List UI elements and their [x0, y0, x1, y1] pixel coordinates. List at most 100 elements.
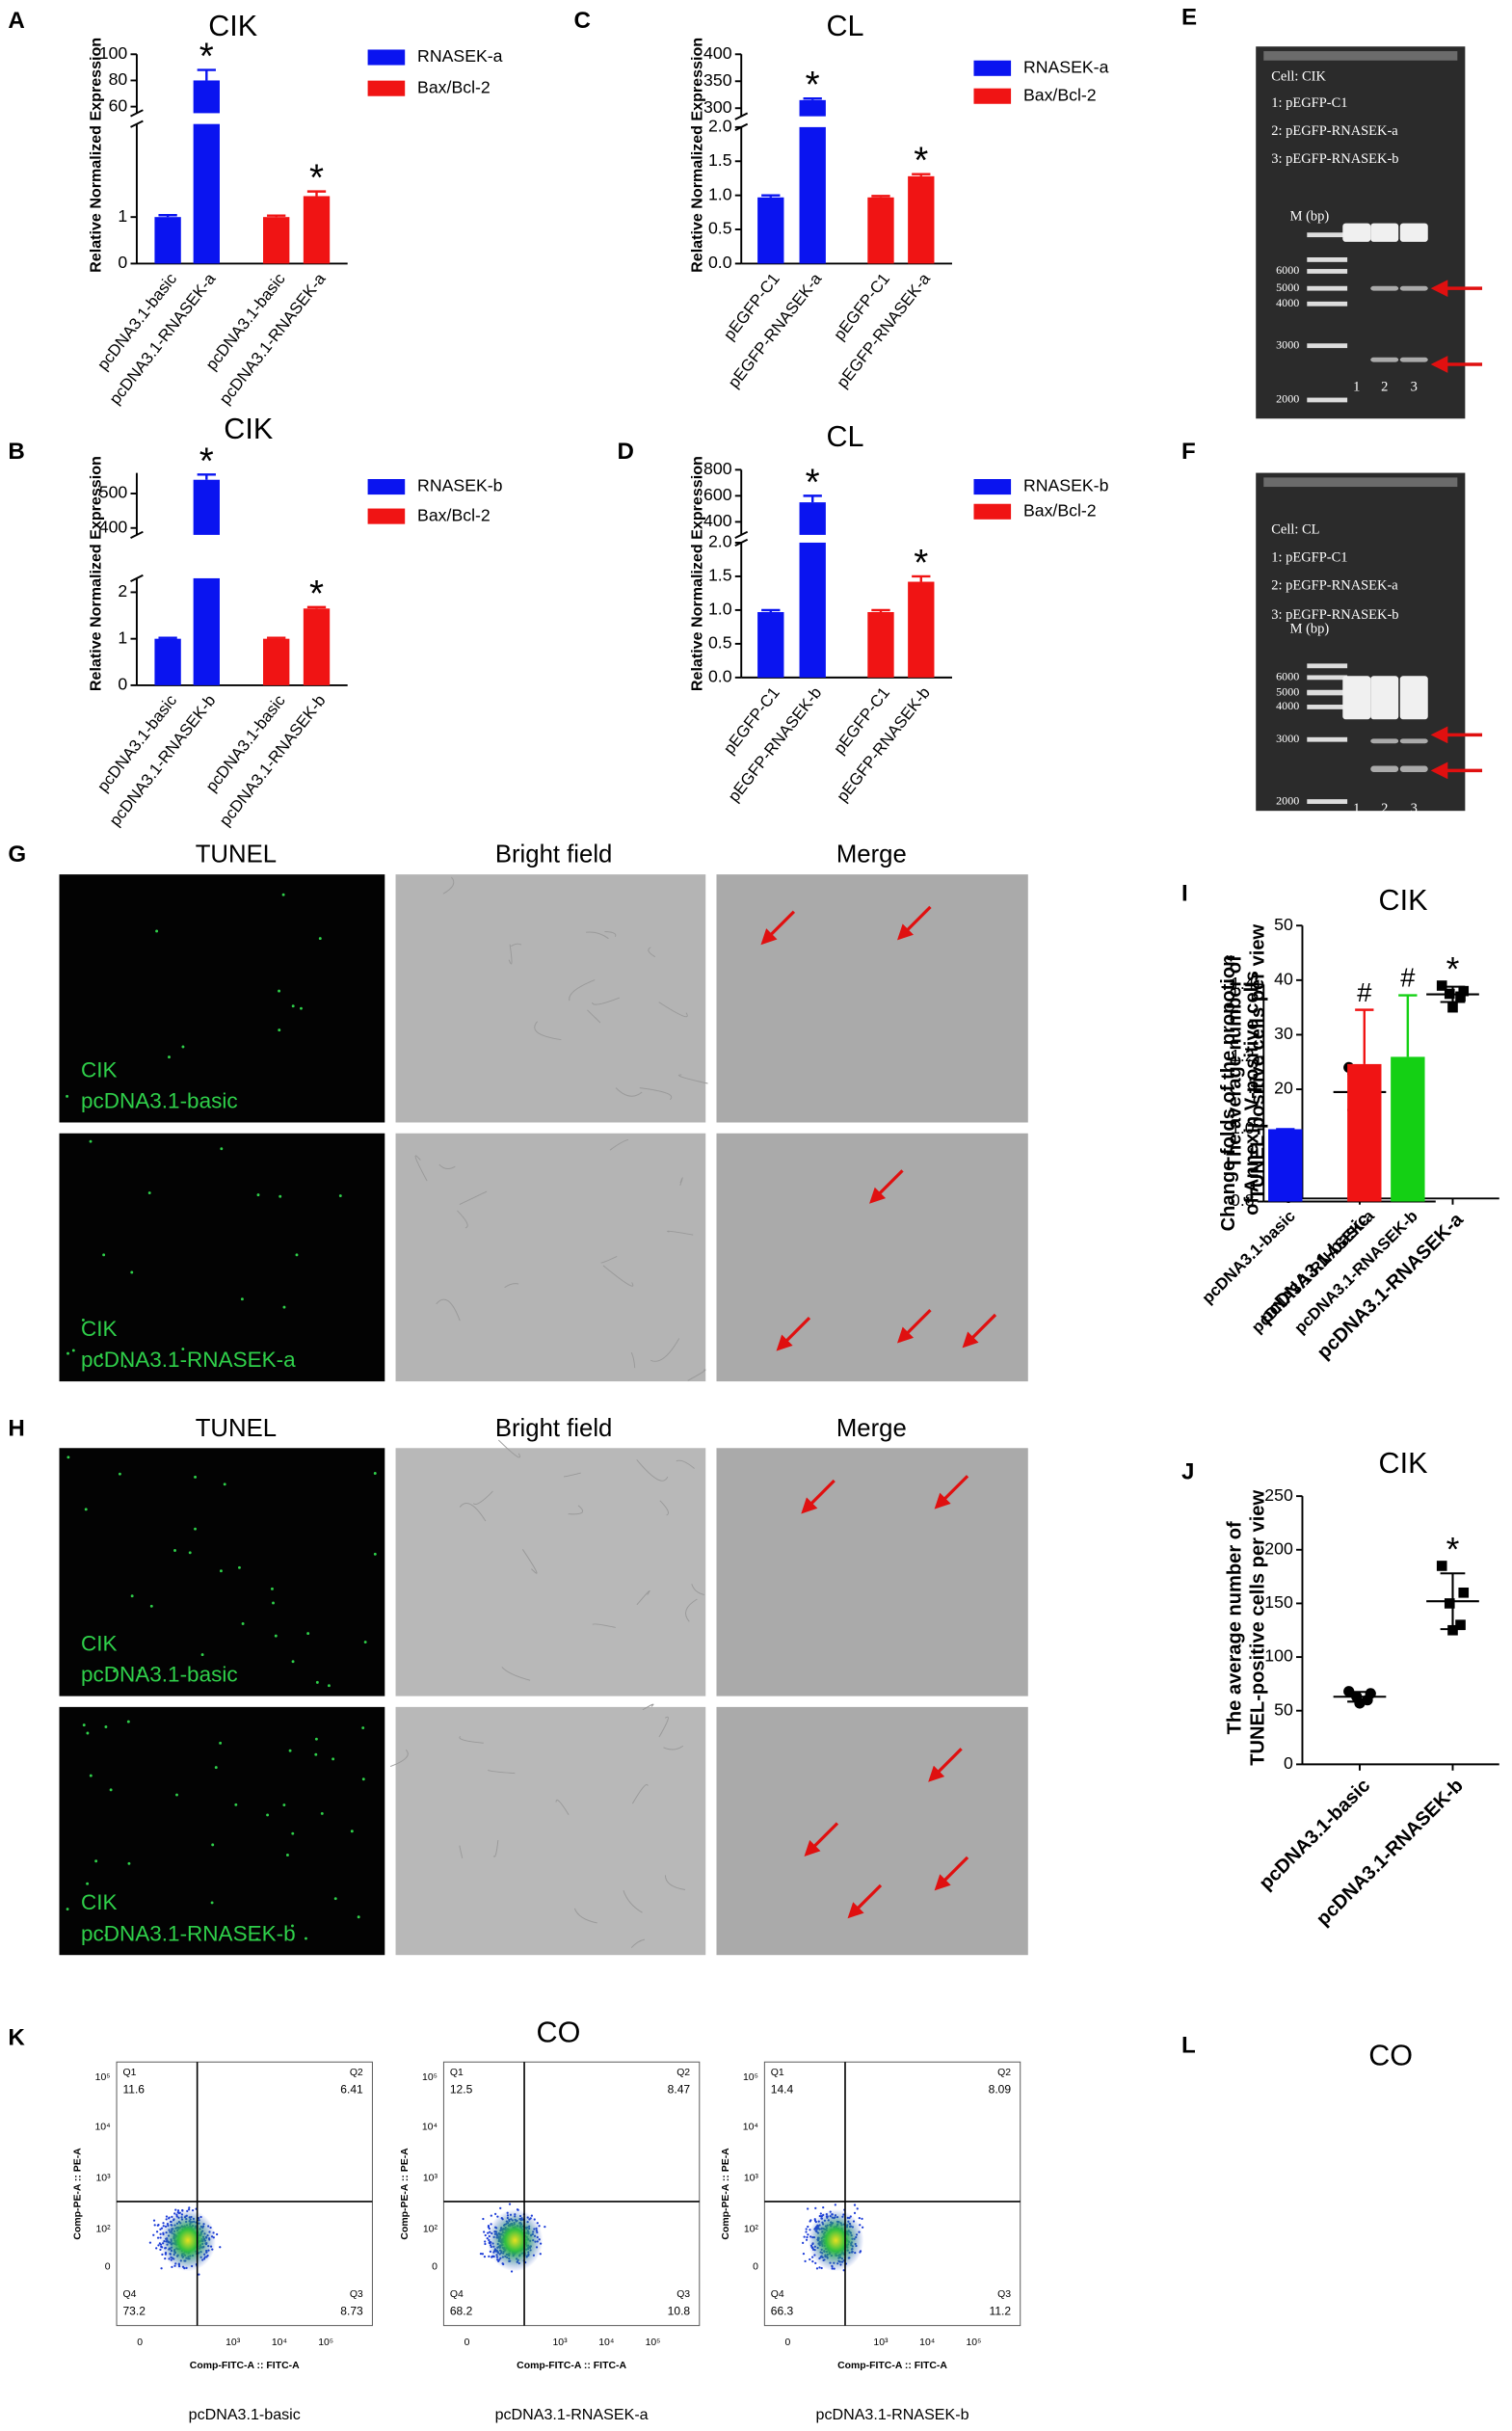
bar — [193, 80, 220, 114]
data-point — [1447, 1624, 1458, 1636]
fluorescent-cell — [66, 1094, 69, 1098]
y-tick-label: 350 — [703, 70, 732, 90]
plot-frame — [442, 2061, 701, 2327]
gel-band — [1399, 738, 1428, 744]
panel-letter: D — [618, 439, 634, 465]
y-tick-label: 80 — [109, 69, 128, 89]
cell-texture — [600, 1255, 618, 1264]
quadrant-value: 8.47 — [668, 2082, 691, 2096]
x-tick-label: 10⁴ — [919, 2338, 935, 2348]
y-tick-label: 10² — [423, 2225, 438, 2235]
event-dot — [219, 2246, 222, 2249]
arrow — [760, 910, 796, 946]
bar — [799, 502, 826, 535]
bar — [303, 608, 331, 685]
event-dot — [484, 2240, 487, 2243]
ladder-label: 5000 — [1276, 280, 1299, 294]
y-tick-label: 10⁵ — [743, 2072, 758, 2083]
cell-texture — [648, 947, 656, 958]
data-point — [1436, 1561, 1447, 1571]
fluorescent-cell — [263, 1353, 266, 1357]
fluorescent-cell — [282, 1803, 286, 1806]
y-tick-label: 0.0 — [708, 667, 732, 686]
cell-texture — [685, 1598, 698, 1622]
merge-image — [716, 1706, 1028, 1956]
y-tick-label: 1.0 — [1231, 1118, 1255, 1137]
fluorescent-cell — [291, 1660, 295, 1664]
sample-label: pcDNA3.1-basic — [81, 1089, 238, 1113]
cell-texture — [604, 931, 617, 938]
data-point — [1455, 991, 1466, 1002]
gel-text: Cell: CL — [1271, 521, 1319, 537]
fluorescent-cell — [240, 1297, 244, 1301]
bar — [799, 542, 826, 678]
sample-label: CIK — [81, 1890, 118, 1914]
gel-text: M (bp) — [1290, 209, 1330, 225]
lane-label: 2 — [1381, 801, 1388, 816]
y-tick-label: 10⁵ — [95, 2072, 111, 2083]
fluorescent-cell — [238, 1565, 241, 1569]
bar — [867, 197, 894, 264]
quadrant-value: 10.8 — [668, 2304, 691, 2317]
event-dot — [508, 2203, 512, 2205]
y-tick-label: 10⁴ — [422, 2123, 438, 2133]
ladder-label: 6000 — [1276, 263, 1299, 277]
panel-letter: E — [1181, 5, 1197, 31]
x-tick-label: 10⁴ — [598, 2338, 614, 2348]
legend-label: Bax/Bcl-2 — [1023, 85, 1097, 104]
y-tick-label: 800 — [703, 459, 732, 478]
cell-texture — [442, 876, 455, 895]
fluorescent-cell — [282, 1305, 286, 1309]
event-dot — [803, 2235, 806, 2238]
event-dot — [811, 2259, 814, 2263]
significance-mark: * — [806, 65, 820, 106]
fluorescent-cell — [104, 1934, 108, 1937]
gel-band — [1399, 285, 1428, 291]
event-dot — [484, 2233, 487, 2237]
event-dot — [215, 2232, 219, 2236]
x-axis-label: Comp-FITC-A :: FITC-A — [190, 2361, 300, 2371]
y-tick-label: 2.0 — [708, 117, 732, 136]
quadrant-name: Q2 — [676, 2068, 690, 2078]
fluorescent-cell — [99, 1353, 103, 1356]
brightfield-image — [395, 1133, 706, 1382]
gel-well-row — [1263, 477, 1458, 488]
event-dot — [481, 2253, 485, 2256]
column-header: Bright field — [495, 842, 613, 868]
bar — [867, 612, 894, 678]
legend-swatch — [367, 479, 406, 495]
y-tick-label: 0 — [1284, 1753, 1293, 1773]
y-tick-label: 1.5 — [708, 566, 732, 585]
cell-texture — [501, 1667, 531, 1681]
y-tick-label: 0 — [118, 253, 127, 272]
event-dot — [802, 2241, 805, 2245]
axis-break — [130, 109, 144, 118]
axis-break — [130, 120, 144, 128]
event-dot — [174, 2208, 177, 2211]
quadrant-value: 12.5 — [450, 2082, 473, 2096]
event-dot — [822, 2205, 825, 2209]
y-tick-label: 0 — [753, 2261, 758, 2272]
y-tick-label: 250 — [1264, 1485, 1293, 1505]
ladder-band — [1307, 269, 1348, 274]
event-density — [808, 2208, 864, 2272]
event-dot — [834, 2204, 836, 2206]
gel-text: 1: pEGFP-C1 — [1271, 95, 1347, 111]
significance-mark: * — [1446, 950, 1460, 988]
quadrant-name: Q4 — [771, 2289, 784, 2300]
chart-title: CL — [826, 420, 863, 453]
cell-texture — [492, 1839, 499, 1857]
fluorescent-cell — [123, 1365, 127, 1368]
cell-texture — [615, 1087, 643, 1097]
event-dot — [490, 2214, 492, 2217]
fluorescent-cell — [314, 1752, 318, 1756]
event-dot — [493, 2212, 497, 2215]
fluorescent-cell — [89, 1139, 93, 1143]
fluorescent-cell — [255, 1937, 259, 1941]
y-tick-label: 600 — [703, 485, 732, 504]
column-header: Merge — [836, 1415, 907, 1442]
ladder-label: 6000 — [1276, 670, 1299, 683]
cell-texture — [658, 1002, 688, 1018]
quadrant-name: Q4 — [122, 2289, 136, 2300]
